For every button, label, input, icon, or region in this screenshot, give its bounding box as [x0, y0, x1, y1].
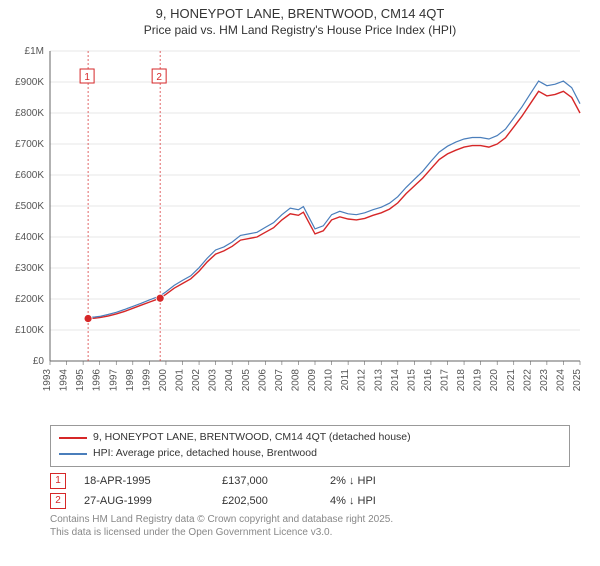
svg-text:2: 2 [156, 72, 162, 83]
svg-text:2007: 2007 [274, 369, 285, 392]
annotation-delta: 2% ↓ HPI [330, 475, 420, 487]
line-chart: £0 £100K £200K £300K £400K £500K £600K £700K £80… [0, 41, 600, 421]
annotation-marker: 1 [50, 473, 66, 489]
svg-text:1999: 1999 [141, 369, 152, 392]
svg-text:£800K: £800K [15, 108, 44, 119]
legend-label: HPI: Average price, detached house, Bren… [93, 446, 317, 462]
svg-text:2003: 2003 [208, 369, 219, 392]
annotation-price: £202,500 [222, 495, 312, 507]
svg-text:£400K: £400K [15, 232, 44, 243]
svg-text:£100K: £100K [15, 325, 44, 336]
svg-text:2021: 2021 [506, 369, 517, 392]
svg-text:£200K: £200K [15, 294, 44, 305]
license-text: Contains HM Land Registry data © Crown c… [50, 513, 570, 539]
license-line2: This data is licensed under the Open Gov… [50, 526, 570, 539]
svg-text:£500K: £500K [15, 201, 44, 212]
annotation-date: 27-AUG-1999 [84, 495, 204, 507]
svg-text:2018: 2018 [456, 369, 467, 392]
svg-text:2015: 2015 [406, 369, 417, 392]
svg-text:2004: 2004 [224, 369, 235, 392]
svg-text:2006: 2006 [257, 369, 268, 392]
legend-swatch [59, 437, 87, 439]
svg-text:£300K: £300K [15, 263, 44, 274]
svg-text:2009: 2009 [307, 369, 318, 392]
svg-text:£700K: £700K [15, 139, 44, 150]
svg-text:1993: 1993 [42, 369, 53, 392]
annotation-date: 18-APR-1995 [84, 475, 204, 487]
svg-text:£600K: £600K [15, 170, 44, 181]
legend-label: 9, HONEYPOT LANE, BRENTWOOD, CM14 4QT (d… [93, 430, 411, 446]
svg-text:2001: 2001 [175, 369, 186, 392]
svg-text:£1M: £1M [25, 46, 44, 57]
annotation-table: 1 18-APR-1995 £137,000 2% ↓ HPI 2 27-AUG-1999… [50, 473, 570, 509]
svg-text:2013: 2013 [373, 369, 384, 392]
legend: 9, HONEYPOT LANE, BRENTWOOD, CM14 4QT (d… [50, 425, 570, 467]
svg-text:2008: 2008 [290, 369, 301, 392]
svg-text:2000: 2000 [158, 369, 169, 392]
svg-text:2024: 2024 [555, 369, 566, 392]
svg-text:1: 1 [84, 72, 90, 83]
svg-text:2014: 2014 [390, 369, 401, 392]
svg-text:1995: 1995 [75, 369, 86, 392]
svg-text:1996: 1996 [92, 369, 103, 392]
svg-text:£900K: £900K [15, 77, 44, 88]
svg-text:1994: 1994 [59, 369, 70, 392]
legend-item: HPI: Average price, detached house, Bren… [59, 446, 561, 462]
svg-text:2025: 2025 [572, 369, 583, 392]
chart-subtitle: Price paid vs. HM Land Registry's House … [0, 23, 600, 37]
svg-text:2022: 2022 [522, 369, 533, 392]
chart-area: £0 £100K £200K £300K £400K £500K £600K £700K £80… [0, 41, 600, 421]
annotation-price: £137,000 [222, 475, 312, 487]
license-line1: Contains HM Land Registry data © Crown c… [50, 513, 570, 526]
svg-text:£0: £0 [33, 356, 45, 367]
legend-item: 9, HONEYPOT LANE, BRENTWOOD, CM14 4QT (d… [59, 430, 561, 446]
svg-text:2020: 2020 [489, 369, 500, 392]
svg-text:1998: 1998 [125, 369, 136, 392]
svg-text:1997: 1997 [108, 369, 119, 392]
svg-text:2011: 2011 [340, 369, 351, 391]
svg-text:2010: 2010 [324, 369, 335, 392]
svg-text:2012: 2012 [357, 369, 368, 392]
annotation-row: 2 27-AUG-1999 £202,500 4% ↓ HPI [50, 493, 570, 509]
svg-text:2023: 2023 [539, 369, 550, 392]
svg-text:2019: 2019 [473, 369, 484, 392]
svg-text:2005: 2005 [241, 369, 252, 392]
svg-text:2017: 2017 [440, 369, 451, 392]
annotation-delta: 4% ↓ HPI [330, 495, 420, 507]
legend-swatch [59, 453, 87, 455]
svg-text:2016: 2016 [423, 369, 434, 392]
annotation-marker: 2 [50, 493, 66, 509]
chart-title: 9, HONEYPOT LANE, BRENTWOOD, CM14 4QT [0, 6, 600, 21]
annotation-row: 1 18-APR-1995 £137,000 2% ↓ HPI [50, 473, 570, 489]
svg-text:2002: 2002 [191, 369, 202, 392]
